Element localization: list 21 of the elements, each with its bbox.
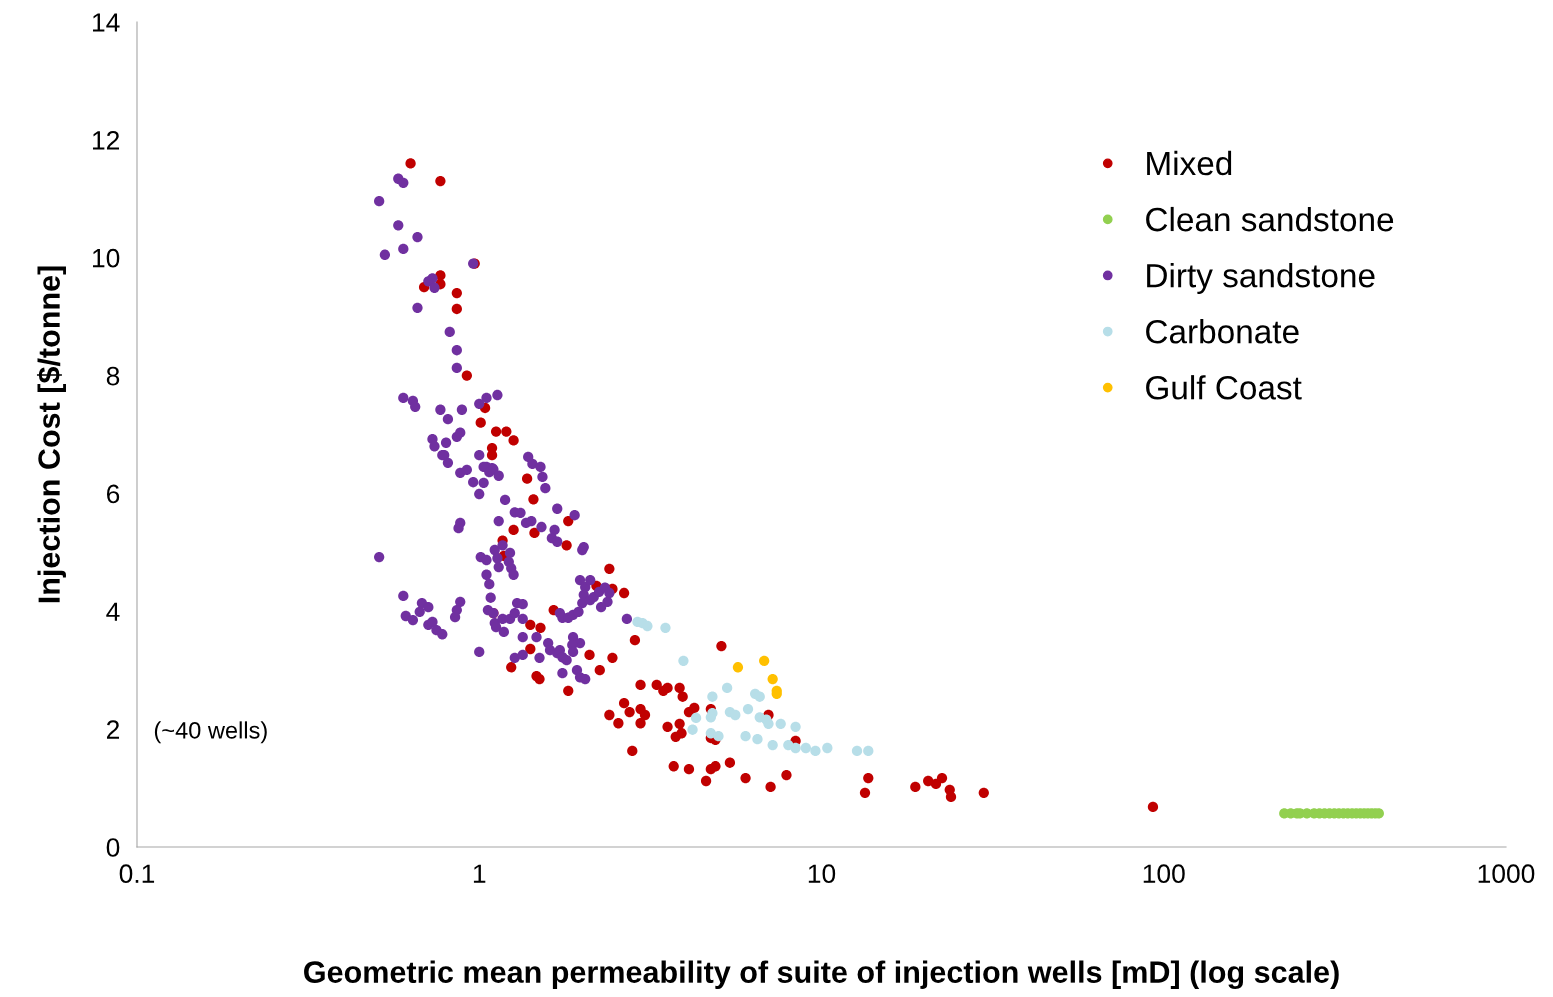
legend-label: Carbonate <box>1146 319 1299 344</box>
legend-label: Mixed <box>1147 150 1232 176</box>
y-tick-label: 4 <box>106 602 120 621</box>
y-tick-label: 10 <box>93 248 120 268</box>
legend-label: Dirty sandstone <box>1147 262 1375 295</box>
x-axis-title: Geometric mean permeability of suite of injection wells [mD] (log scale) <box>304 960 1339 990</box>
y-tick-label: 6 <box>107 484 120 504</box>
y-tick-label: 12 <box>93 130 120 150</box>
x-tick-label: 0.1 <box>119 864 155 884</box>
x-tick-label: 1 <box>473 864 486 883</box>
y-tick-label: 8 <box>106 366 120 386</box>
legend-label: Gulf Coast <box>1146 375 1302 400</box>
x-tick-label: 10 <box>808 864 836 884</box>
y-tick-label: 14 <box>93 13 120 32</box>
legend-label: Clean sandstone <box>1146 206 1394 232</box>
annotation: (~40 wells) <box>154 721 267 744</box>
y-tick-label: 0 <box>106 838 120 857</box>
y-axis-title: Injection Cost [$/tonne] <box>36 266 66 603</box>
x-tick-label: 1000 <box>1478 864 1535 884</box>
x-tick-label: 100 <box>1143 864 1185 884</box>
y-tick-label: 2 <box>106 720 120 739</box>
